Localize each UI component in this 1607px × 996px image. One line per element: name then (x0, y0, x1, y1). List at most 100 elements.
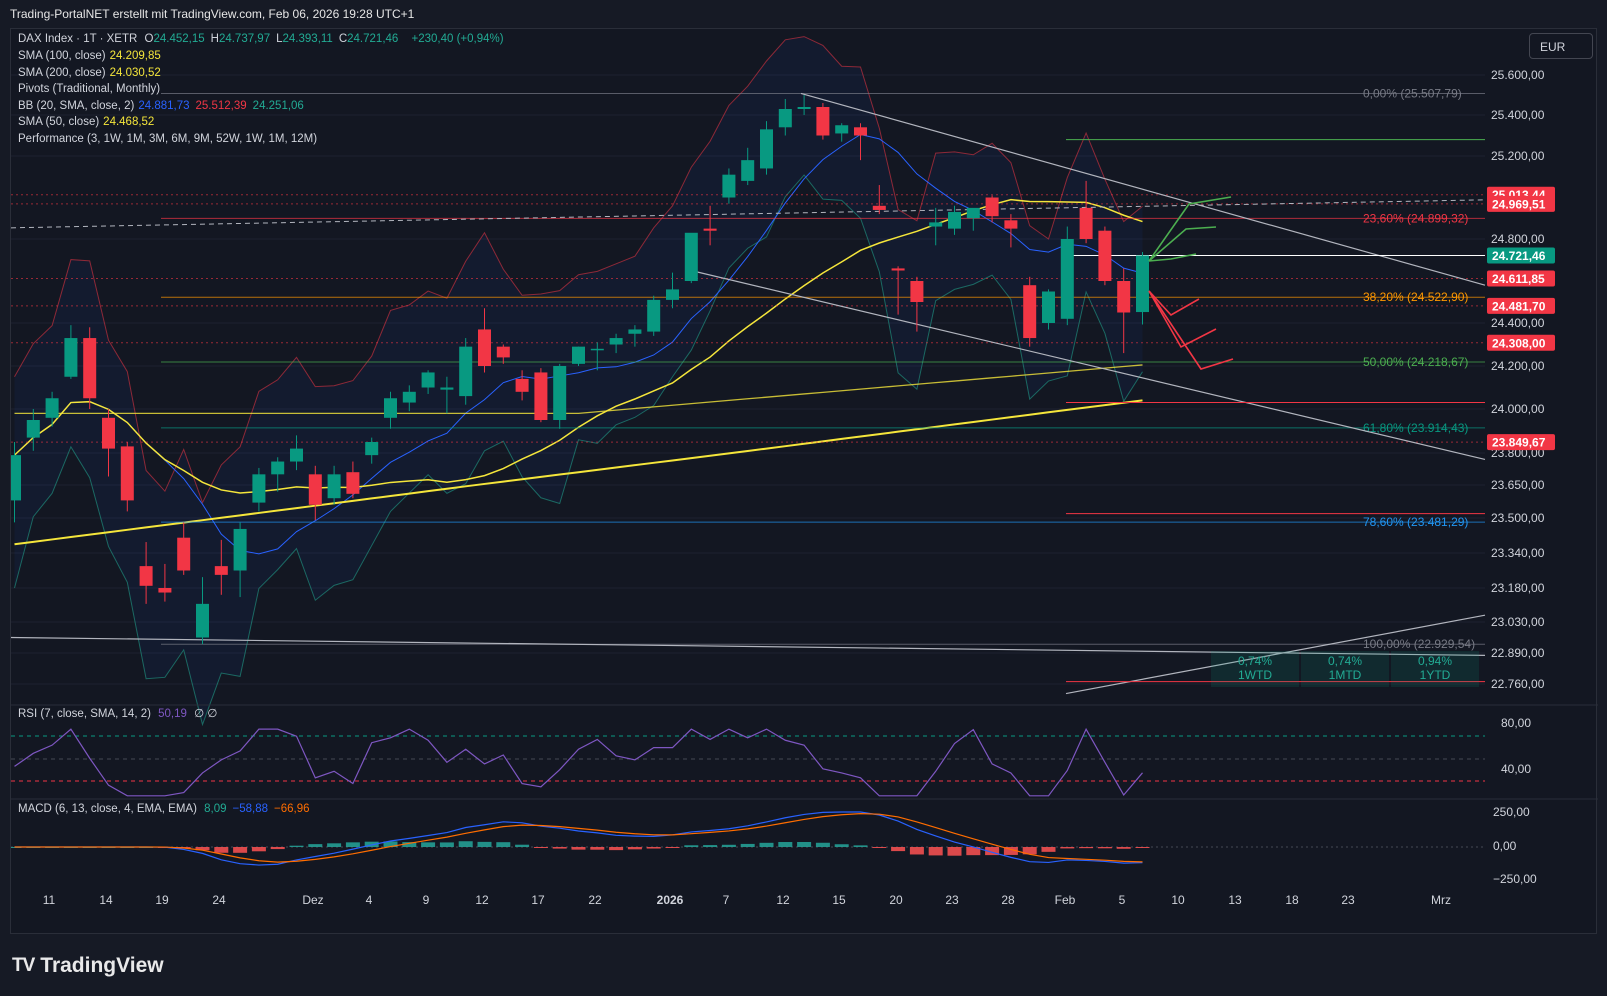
performance-label: 1WTD (1238, 668, 1272, 682)
price-axis-tick: 24.800,00 (1491, 232, 1545, 246)
dashed-trend-line (11, 199, 1486, 229)
sma-100-line (14, 364, 1143, 415)
candle-body (1117, 281, 1131, 313)
currency-selector[interactable]: EUR (1529, 33, 1593, 59)
legend-row-label: Performance (3, 1W, 1M, 3M, 6M, 9M, 52W,… (18, 133, 318, 145)
legend-row-value: 24.030,52 (109, 66, 161, 79)
price-axis-tick: 24.000,00 (1491, 402, 1545, 416)
macd-histogram-bar (797, 841, 812, 847)
price-tag-bg (1487, 270, 1555, 287)
legend-row-label: SMA (200, close) (18, 66, 106, 79)
time-axis-tick: 9 (423, 893, 430, 907)
chart-canvas[interactable]: 0,00% (25.507,79) 23,60% (24.899,32) 38,20… (11, 29, 1598, 935)
chart-frame[interactable]: 0,00% (25.507,79) 23,60% (24.899,32) 38,20… (10, 28, 1598, 935)
price-axis-tick: 24.400,00 (1491, 316, 1545, 330)
macd-histogram-bar (891, 847, 906, 852)
candle-body (1023, 285, 1037, 339)
time-axis-tick: 10 (1171, 893, 1185, 907)
candle-body (196, 603, 209, 638)
candle-body (64, 338, 78, 377)
time-axis-tick: 20 (889, 893, 903, 907)
downtrend-line-upper (800, 92, 1486, 286)
candle-body (83, 338, 97, 399)
performance-label: 1MTD (1329, 668, 1362, 682)
candle-body (252, 474, 266, 503)
price-tag-label: 24.969,51 (1492, 197, 1546, 211)
macd-histogram-bar (477, 841, 492, 847)
macd-histogram-bar (740, 843, 755, 847)
macd-histogram-bar (421, 842, 436, 847)
candle-body (45, 398, 59, 418)
fib-level-label: 23,60% (24.899,32) (1363, 211, 1468, 225)
macd-legend: MACD (6, 13, close, 4, EMA, EMA) 8,09 −58… (18, 803, 320, 815)
bollinger-basis-line (14, 133, 1143, 555)
fib-level-label: 0,00% (25.507,79) (1363, 86, 1462, 100)
macd-histogram-bar (703, 845, 718, 847)
macd-line (14, 811, 1143, 866)
candle-body (402, 391, 416, 403)
price-axis-tick: 22.760,00 (1491, 677, 1545, 691)
price-axis-tick: 25.400,00 (1491, 108, 1545, 122)
macd-histogram-bar (665, 847, 680, 848)
legend-row: Pivots (Traditional, Monthly) (18, 83, 164, 95)
candle-body (948, 212, 961, 229)
candle-body (760, 129, 773, 169)
candle-body (534, 372, 548, 420)
macd-histogram-bar (515, 844, 530, 847)
tradingview-logo[interactable]: TV TradingView (12, 951, 164, 981)
candle-body (158, 588, 172, 593)
price-axis-tick: 25.200,00 (1491, 149, 1545, 163)
legend-row: BB (20, SMA, close, 2) 24.881,73 25.512,39… (18, 100, 310, 112)
ohlc-value-l: 24.393,11 (282, 33, 333, 45)
candle-body (666, 289, 679, 300)
macd-histogram-bar (571, 847, 586, 850)
candle-body (572, 346, 585, 364)
time-axis-tick: 22 (588, 893, 602, 907)
legend-row: SMA (50, close) 24.468,52 (18, 116, 160, 128)
candle-body (440, 387, 454, 390)
candle-body (11, 455, 21, 501)
macd-histogram-bar (627, 847, 642, 850)
macd-histogram-bar (289, 845, 304, 847)
macd-values: 8,09 −58,88 −66,96 (204, 803, 315, 815)
rsi-axis-tick: 80,00 (1501, 716, 1531, 730)
candle-body (835, 125, 849, 134)
fib-level-label: 78,60% (23.481,29) (1363, 515, 1468, 529)
symbol-name: DAX Index · 1T · XETR (18, 33, 138, 45)
rsi-line (14, 727, 1143, 797)
macd-histogram-bar (439, 842, 454, 847)
price-tag-bg (1487, 297, 1555, 314)
time-axis-tick: 11 (43, 893, 56, 907)
macd-histogram-bar (233, 847, 248, 853)
price-axis-tick: 23.180,00 (1491, 581, 1545, 595)
macd-axis-tick: 0,00 (1493, 839, 1517, 853)
candle-body (590, 348, 604, 351)
price-axis-tick: 23.650,00 (1491, 478, 1545, 492)
ohlc-key-c: C (338, 33, 348, 45)
projection-arrow (1148, 253, 1197, 262)
price-tag-bg (1487, 195, 1555, 212)
macd-histogram-bar (270, 847, 285, 850)
price-tag-bg (1487, 247, 1555, 264)
price-tag-bg (1487, 334, 1555, 351)
candle-body (966, 207, 980, 219)
candle-body (308, 474, 322, 505)
legend-row-value: 24.881,73 (138, 99, 190, 112)
macd-histogram-bar (928, 847, 943, 856)
candles (11, 95, 1149, 645)
legend-row-label: Pivots (Traditional, Monthly) (18, 83, 161, 96)
legend-row-value: 24.251,06 (252, 99, 304, 112)
legend-row-label: SMA (50, close) (18, 116, 100, 129)
ohlc-key-o: O (144, 33, 154, 45)
macd-value: −66,96 (274, 803, 310, 815)
macd-label: MACD (6, 13, close, 4, EMA, EMA) (18, 803, 197, 815)
time-axis-tick: 7 (723, 893, 730, 907)
macd-histogram-bar (834, 844, 849, 847)
fib-level-label: 38,20% (24.522,90) (1363, 290, 1468, 304)
ohlc-key-h: H (210, 33, 219, 45)
fib-level-label: 50,00% (24.218,67) (1363, 355, 1468, 369)
candle-body (891, 268, 905, 271)
candle-body (496, 346, 510, 358)
candle-body (290, 448, 303, 462)
macd-histogram-bar (966, 847, 981, 856)
